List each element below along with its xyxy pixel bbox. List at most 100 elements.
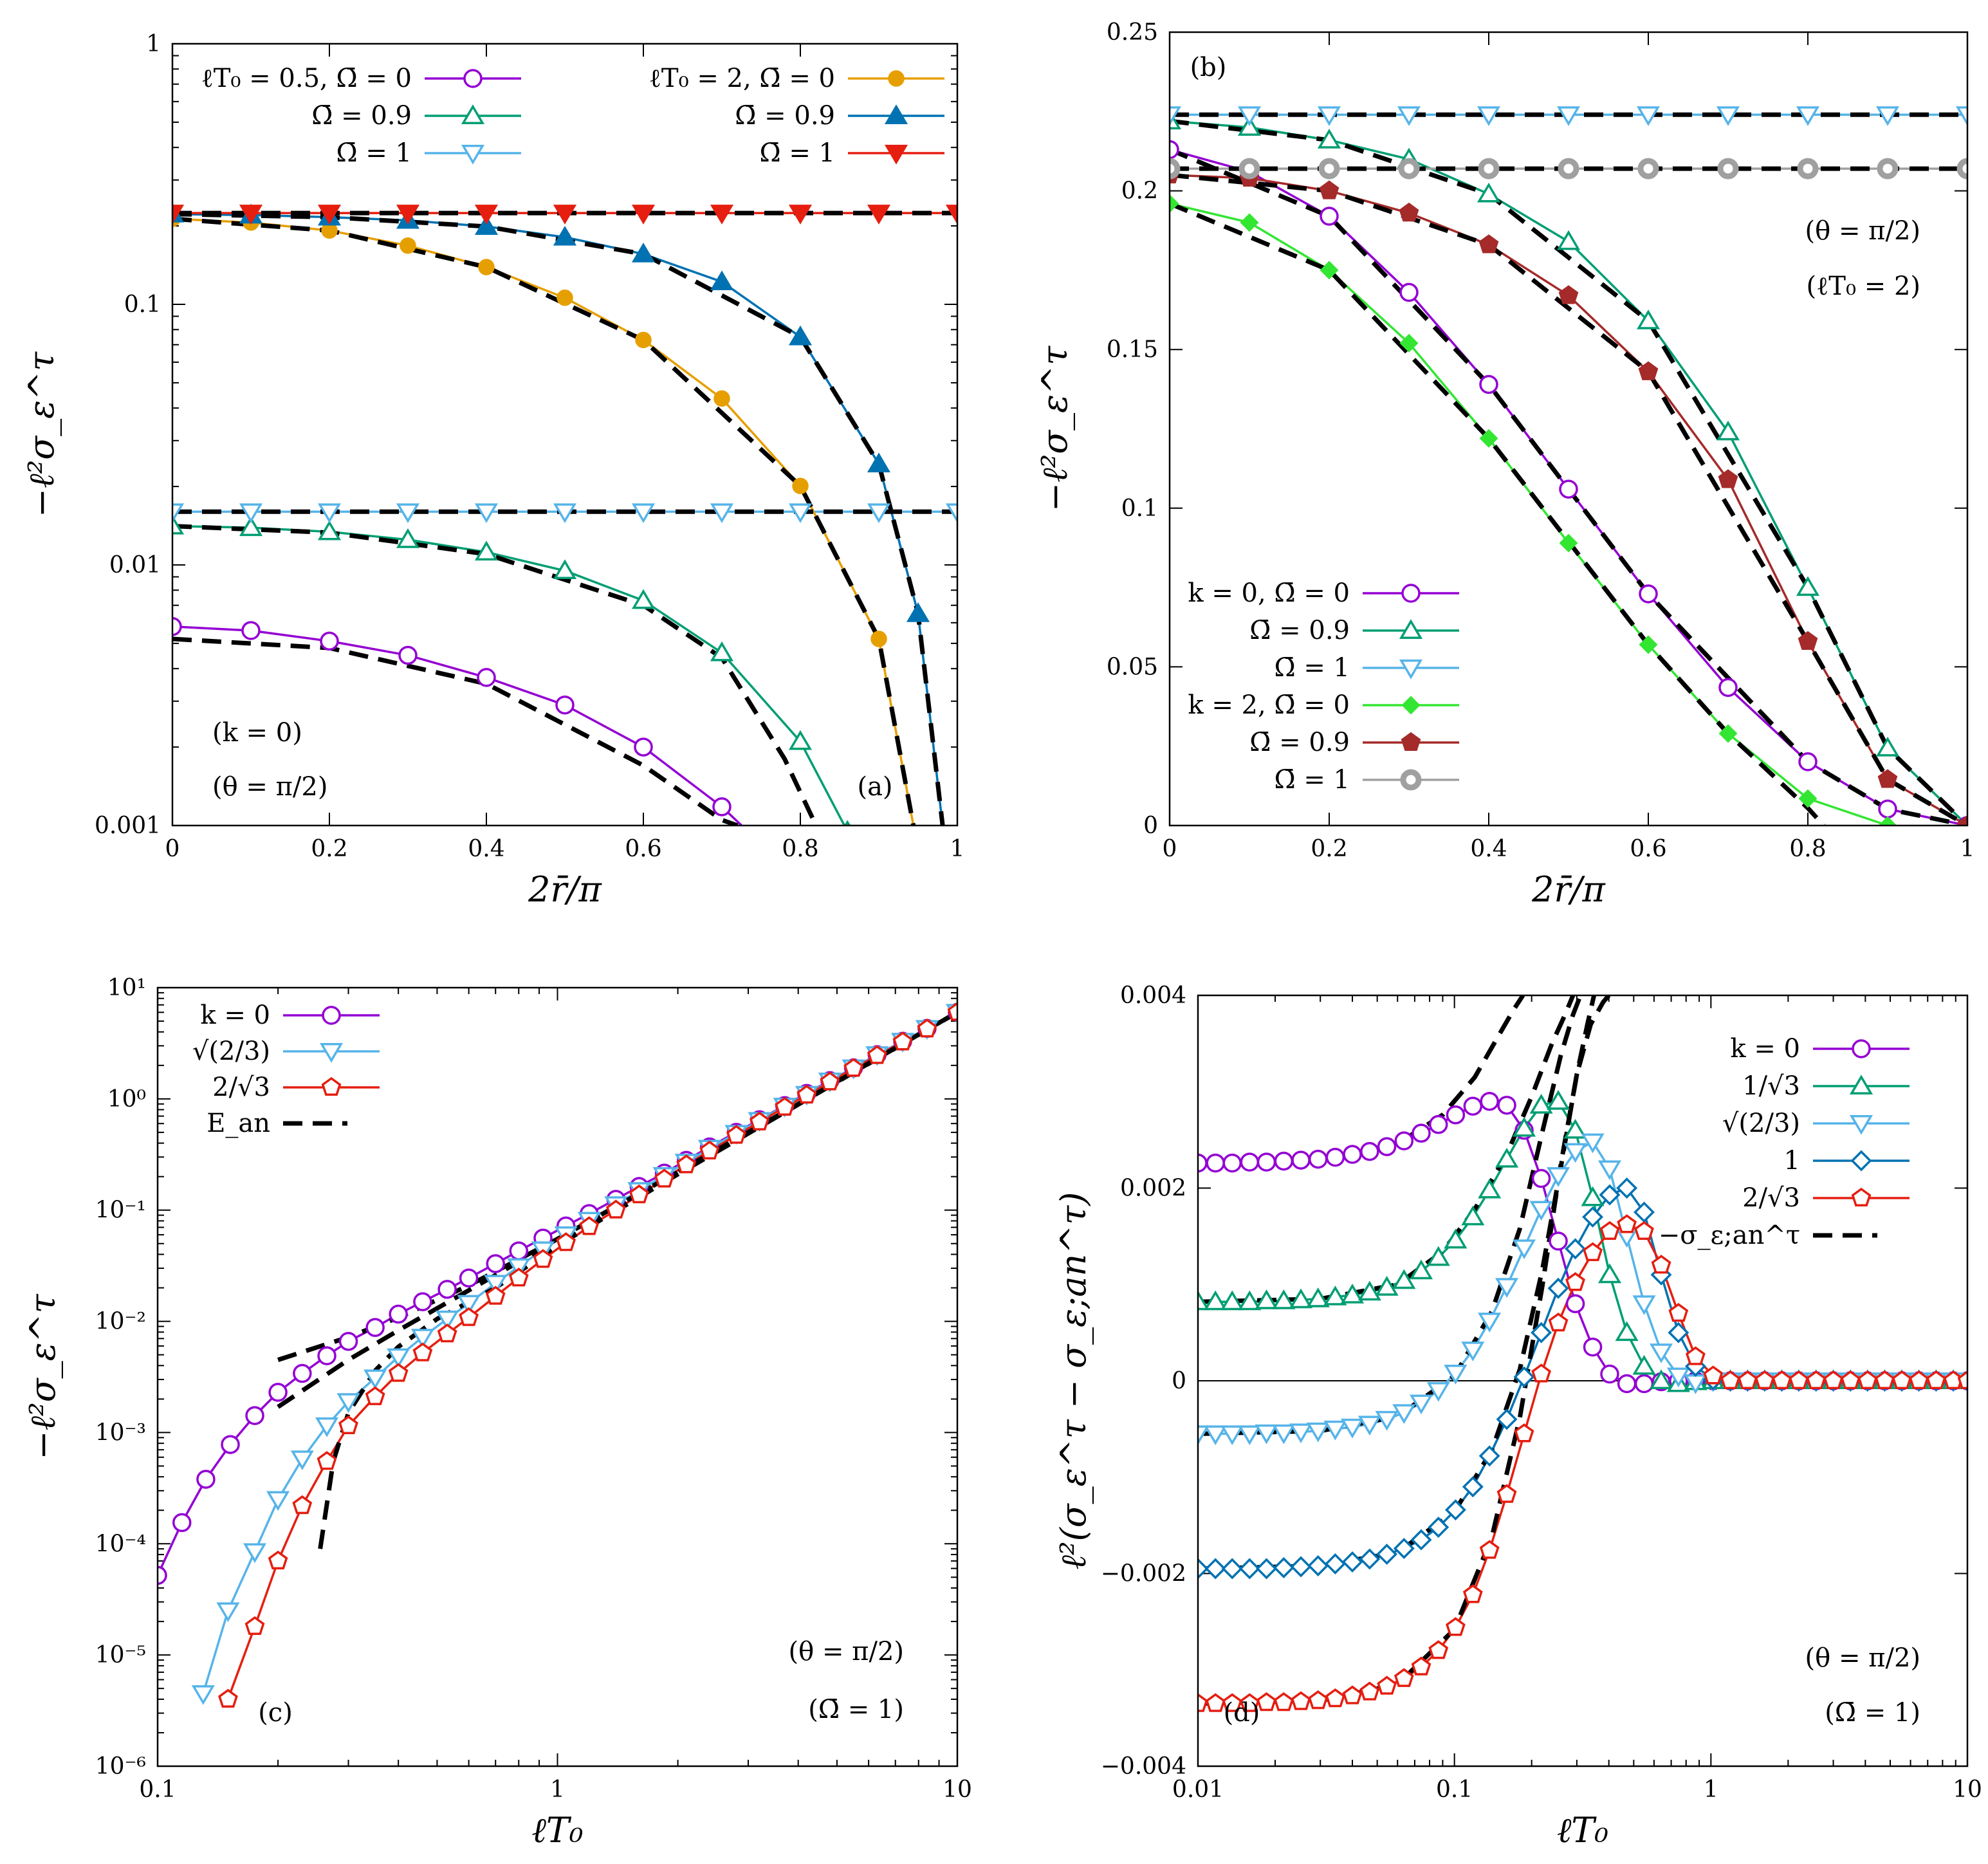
data-point [1478, 234, 1499, 254]
x-tick-label: 0.8 [782, 836, 818, 862]
data-point [338, 1332, 358, 1351]
x-tick-label: 0.2 [311, 836, 347, 862]
legend-marker [321, 1076, 342, 1096]
data-point [457, 1295, 481, 1315]
x-tick-label: 10 [943, 1776, 972, 1803]
data-point [1204, 1290, 1228, 1311]
data-point [1477, 182, 1501, 203]
legend-entry: Ω̄ = 0.9 [735, 101, 944, 131]
data-point [1204, 1558, 1226, 1580]
y-tick-label: 0.01 [109, 552, 161, 578]
data-point [1686, 1346, 1706, 1365]
data-point [1341, 1551, 1363, 1573]
legend-marker [1401, 696, 1421, 715]
data-point [1409, 1394, 1433, 1415]
data-point [474, 503, 499, 524]
data-point [1703, 1365, 1724, 1385]
legend-label: Ω̄ = 0.9 [311, 101, 412, 131]
data-point [1317, 128, 1341, 149]
data-point [1478, 1313, 1502, 1333]
data-point [553, 205, 577, 225]
data-point [1563, 1143, 1587, 1163]
data-point [1798, 631, 1818, 651]
data-point [1718, 469, 1738, 488]
legend-marker [1852, 1039, 1871, 1058]
data-point [1875, 736, 1900, 757]
data-point [396, 205, 420, 225]
data-point [1399, 282, 1419, 302]
legend-marker [1399, 619, 1423, 639]
data-point [555, 695, 575, 715]
legend-entry: 2/√3 [212, 1073, 380, 1102]
x-tick-label: 0.6 [1630, 836, 1666, 862]
data-point [509, 1241, 529, 1260]
data-point [1497, 1095, 1516, 1115]
legend-entry: 1 [1784, 1146, 1910, 1176]
x-tick-label: 0.8 [1789, 836, 1826, 862]
data-point [1857, 1370, 1878, 1390]
legend-label: Ω̄ = 0.9 [1249, 728, 1350, 757]
data-point [1798, 752, 1818, 771]
data-point [268, 1550, 288, 1570]
data-point [317, 520, 342, 540]
legend-marker [1400, 769, 1422, 791]
data-point [1514, 1423, 1534, 1443]
plot-area [1198, 995, 1967, 1712]
data-point [1428, 1517, 1450, 1538]
data-point [844, 820, 851, 826]
data-point [1377, 1137, 1397, 1156]
data-point [1548, 1313, 1569, 1332]
data-point [553, 225, 577, 246]
data-point [1240, 1152, 1260, 1172]
data-point [1289, 1288, 1313, 1309]
data-point [945, 205, 957, 225]
data-point [1426, 1246, 1450, 1266]
legend-marker [1401, 584, 1421, 603]
data-point [654, 1168, 674, 1188]
data-point [1479, 374, 1498, 394]
legend-label: Ω̄ = 1 [1274, 653, 1350, 683]
data-point [1495, 1278, 1519, 1298]
data-point [1737, 1370, 1758, 1390]
data-point [338, 1415, 358, 1435]
data-point [1956, 158, 1967, 180]
data-point [243, 1543, 267, 1564]
legend-label: k = 2, Ω̄ = 0 [1188, 690, 1350, 720]
data-point [710, 270, 734, 291]
legend-marker [322, 1006, 341, 1025]
data-point [1399, 202, 1419, 222]
series-markers-2 [218, 1002, 957, 1708]
data-point [388, 1363, 409, 1382]
data-point [1840, 1370, 1861, 1390]
series-markers-1 [172, 514, 851, 826]
data-point [241, 621, 261, 640]
annotation: (Ω̄ = 1) [808, 1695, 904, 1724]
data-point [1479, 1540, 1500, 1559]
data-point [1875, 1370, 1895, 1390]
legend-marker [1849, 1115, 1873, 1135]
data-point [486, 1254, 505, 1273]
data-point [1957, 1370, 1967, 1390]
data-point [1666, 1367, 1690, 1388]
y-tick-label: 0.002 [1120, 1176, 1186, 1202]
legend-entry: ℓT₀ = 0.5, Ω̄ = 0 [201, 64, 521, 93]
data-point [196, 1470, 216, 1489]
data-point [1429, 1114, 1448, 1134]
data-point [1877, 158, 1899, 180]
data-point [947, 1002, 957, 1021]
legend-label: k = 0 [1730, 1034, 1800, 1064]
data-point [436, 1310, 459, 1331]
series-line-3 [1170, 202, 1888, 826]
data-point [474, 540, 499, 561]
legend-entry: k = 2, Ω̄ = 0 [1188, 690, 1459, 720]
data-point [1410, 1529, 1432, 1551]
data-point [1206, 1153, 1225, 1173]
data-point [1317, 106, 1341, 126]
data-point [1237, 106, 1262, 126]
annotation: (θ = π/2) [1805, 1643, 1920, 1673]
legend-label: Ω̄ = 0.9 [1249, 616, 1350, 645]
data-point [437, 1280, 457, 1299]
data-point [1513, 1366, 1535, 1388]
legend-marker [884, 104, 908, 124]
